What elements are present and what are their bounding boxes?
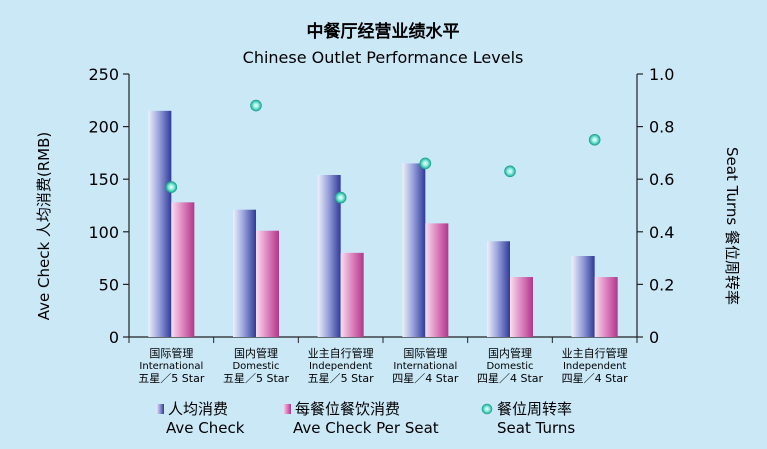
chart-title: 中餐厅经营业绩水平: [307, 21, 460, 42]
bars: [148, 110, 618, 337]
y-tick-label: 250: [88, 65, 119, 84]
x-tick-label: 四星／4 Star: [562, 372, 629, 385]
x-tick-label: Independent: [309, 361, 372, 372]
y-tick-label: 50: [99, 275, 119, 294]
bar-ave-check: [317, 174, 341, 337]
legend-marker-seat-turns: [481, 403, 493, 415]
x-tick-label: 国际管理: [149, 346, 193, 360]
legend: 人均消费 Ave Check 每餐位餐饮消费 Ave Check Per Sea…: [156, 400, 575, 437]
axes: 0 50 100 150 200 250 0 0.2 0.4 0.6 0.8 1.0: [88, 65, 674, 347]
x-tick-label: International: [139, 361, 203, 372]
x-tick-label: 业主自行管理: [308, 346, 374, 360]
y-tick-label: 150: [88, 170, 119, 189]
y-axis-label: Ave Check 人均消费(RMB): [35, 132, 53, 321]
point-seat-turns: [165, 181, 178, 193]
legend-label-cn-ave-check-per-seat: 每餐位餐饮消费: [295, 400, 400, 418]
bar-ave-check: [487, 241, 510, 337]
legend-label-en-ave-check-per-seat: Ave Check Per Seat: [293, 419, 439, 437]
x-tick-label: 国内管理: [234, 346, 278, 360]
legend-label-en-seat-turns: Seat Turns: [497, 419, 575, 437]
x-tick-label: 五星／5 Star: [223, 372, 290, 385]
y-tick-label: 100: [88, 223, 119, 242]
point-seat-turns: [588, 133, 601, 146]
x-tick-label: 国内管理: [488, 346, 532, 360]
x-tick-label: International: [393, 361, 457, 372]
point-seat-turns: [250, 99, 262, 112]
point-seat-turns: [504, 165, 516, 178]
x-tick-label: 四星／4 Star: [477, 372, 544, 385]
bar-ave-check: [571, 255, 595, 337]
x-tick-label: Domestic: [486, 361, 533, 372]
point-seat-turns: [334, 191, 347, 204]
y2-tick-label: 0: [649, 328, 659, 347]
y2-axis-label: Seat Turns 餐位周转率: [723, 147, 741, 305]
legend-swatch-ave-check-per-seat: [283, 404, 291, 414]
bar-ave-check-per-seat: [425, 223, 449, 337]
x-tick-label: 五星／5 Star: [308, 372, 375, 385]
y2-tick-label: 0.2: [649, 275, 674, 294]
y-tick-label: 200: [88, 118, 119, 137]
bar-ave-check-per-seat: [256, 230, 279, 337]
y-tick-label: 0: [109, 328, 119, 347]
x-tick-label: Independent: [563, 361, 626, 372]
bar-ave-check-per-seat: [340, 252, 364, 337]
y2-tick-label: 0.8: [649, 118, 674, 137]
x-tick-label: Domestic: [232, 361, 279, 372]
x-tick-label: 业主自行管理: [562, 346, 628, 360]
seat-turn-points: [165, 99, 601, 204]
x-tick-label: 国际管理: [403, 346, 447, 360]
point-seat-turns: [419, 157, 432, 170]
bar-ave-check: [148, 110, 172, 337]
legend-label-cn-ave-check: 人均消费: [168, 400, 228, 418]
bar-ave-check: [233, 209, 256, 337]
y2-tick-label: 0.6: [649, 170, 674, 189]
y2-tick-label: 0.4: [649, 223, 674, 242]
x-tick-label: 四星／4 Star: [392, 372, 459, 385]
x-tick-label: 五星／5 Star: [138, 372, 205, 385]
legend-swatch-ave-check: [156, 404, 164, 414]
bar-ave-check-per-seat: [510, 277, 533, 337]
y2-tick-label: 1.0: [649, 65, 674, 84]
bar-ave-check-per-seat: [171, 202, 195, 337]
chart-subtitle: Chinese Outlet Performance Levels: [243, 48, 524, 67]
legend-label-en-ave-check: Ave Check: [166, 419, 245, 437]
legend-label-cn-seat-turns: 餐位周转率: [497, 400, 572, 418]
bar-ave-check: [402, 163, 426, 337]
bar-ave-check-per-seat: [594, 277, 618, 337]
